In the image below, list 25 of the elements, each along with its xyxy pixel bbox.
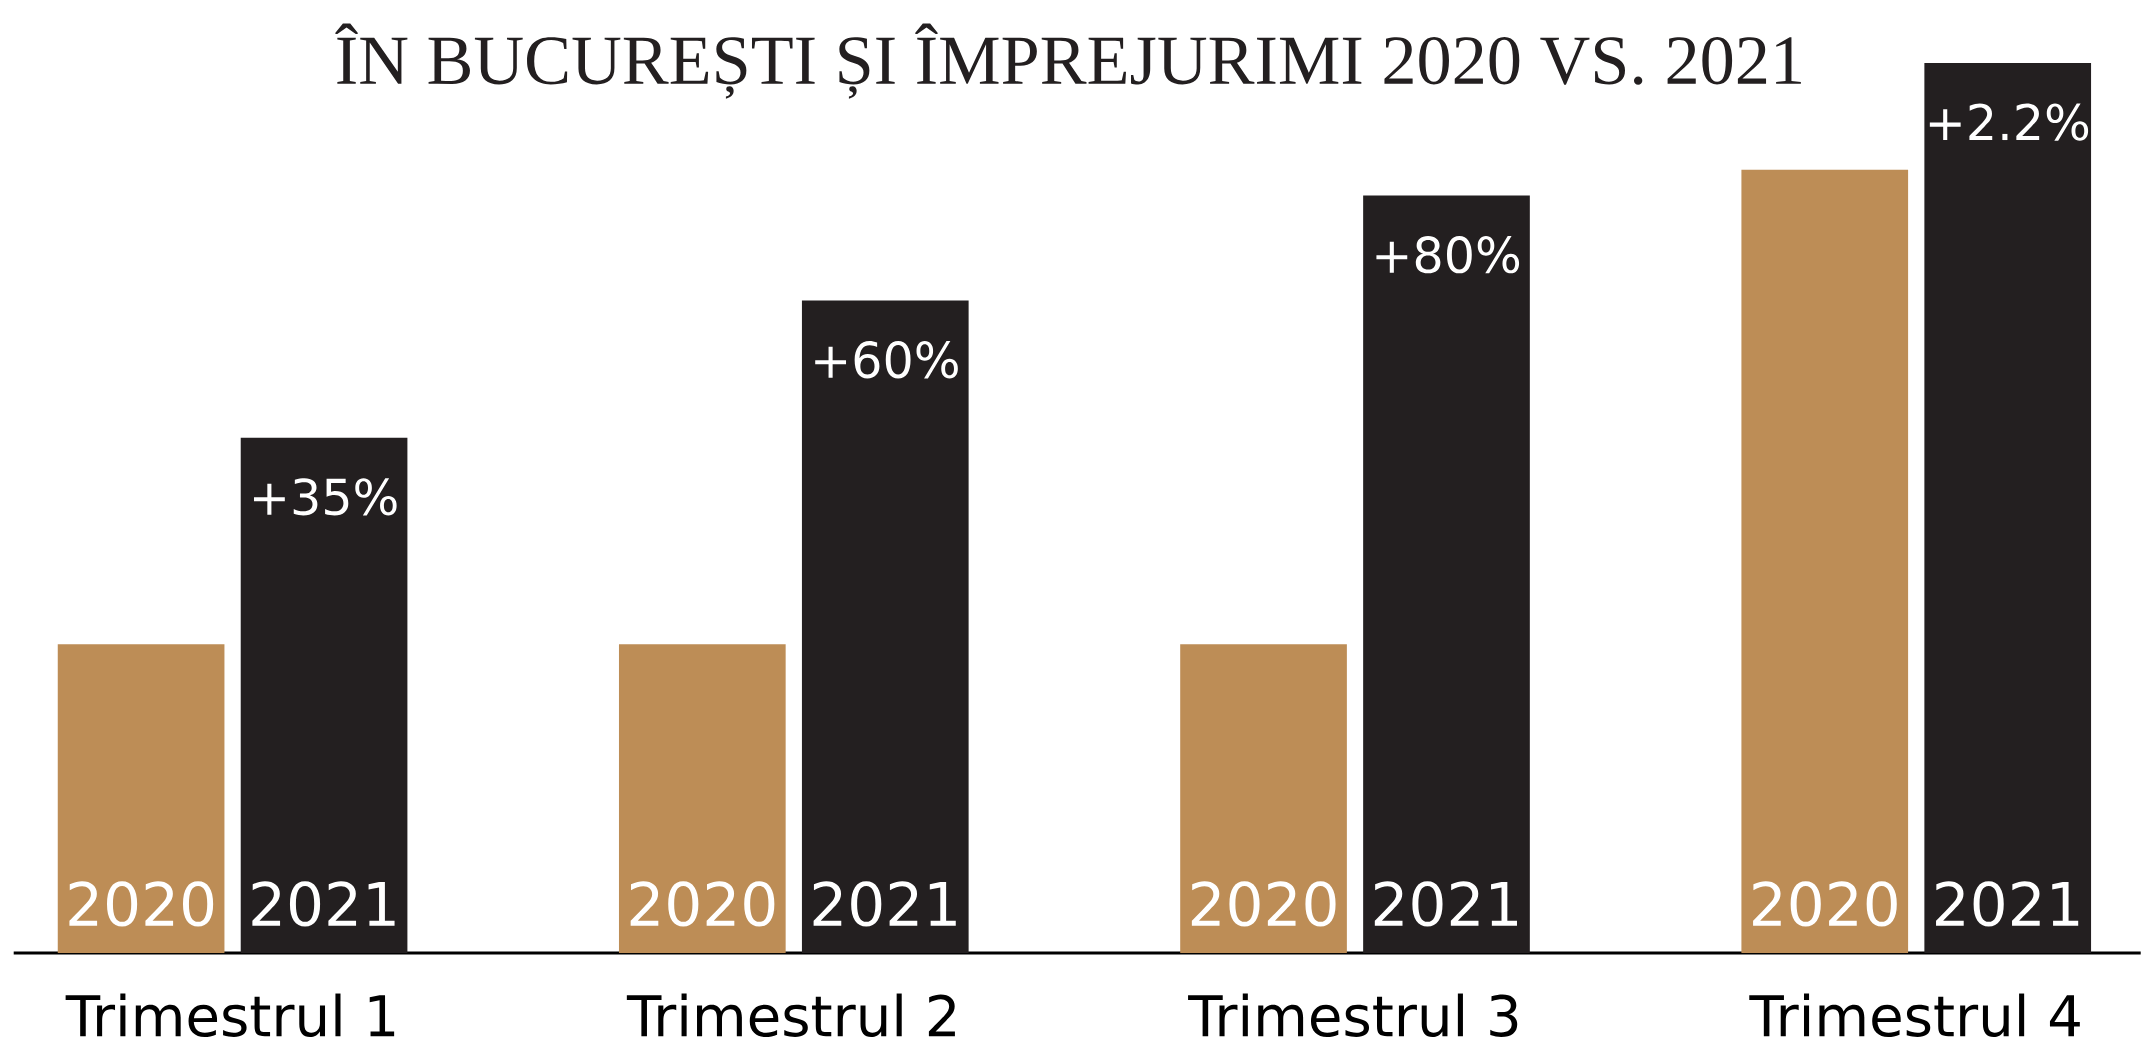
text: 2021: [813, 881, 956, 927]
x-tick-label: Trimestrul 1: [65, 993, 395, 1038]
text: 2021: [252, 881, 395, 927]
series-label: 2021: [1936, 881, 2079, 927]
annotation: +80%: [1376, 236, 1520, 274]
text: 2020: [69, 881, 214, 927]
bar: [1924, 62, 2092, 953]
chart-title: ÎN BUCUREȘTI ȘI ÎMPREJURIMI 2020 VS. 2021: [335, 23, 1801, 99]
annotation: +60%: [815, 341, 958, 379]
text: 2021: [1374, 881, 1517, 927]
x-tick-label: Trimestrul 4: [1749, 993, 2080, 1038]
text: 2020: [1753, 881, 1897, 927]
series-label: 2020: [630, 881, 775, 927]
bar: [1180, 644, 1347, 953]
x-tick-label: Trimestrul 3: [1188, 993, 1518, 1038]
bar: [801, 300, 969, 953]
bar: [1363, 195, 1530, 953]
bar: [240, 437, 408, 953]
bar: [57, 644, 225, 953]
text: 2020: [1191, 881, 1336, 927]
bar: [618, 644, 786, 953]
annotation: +2.2%: [1929, 103, 2089, 141]
bar: [1741, 169, 1909, 953]
annotation: +35%: [254, 478, 397, 516]
x-tick-label: Trimestrul 2: [626, 993, 955, 1038]
